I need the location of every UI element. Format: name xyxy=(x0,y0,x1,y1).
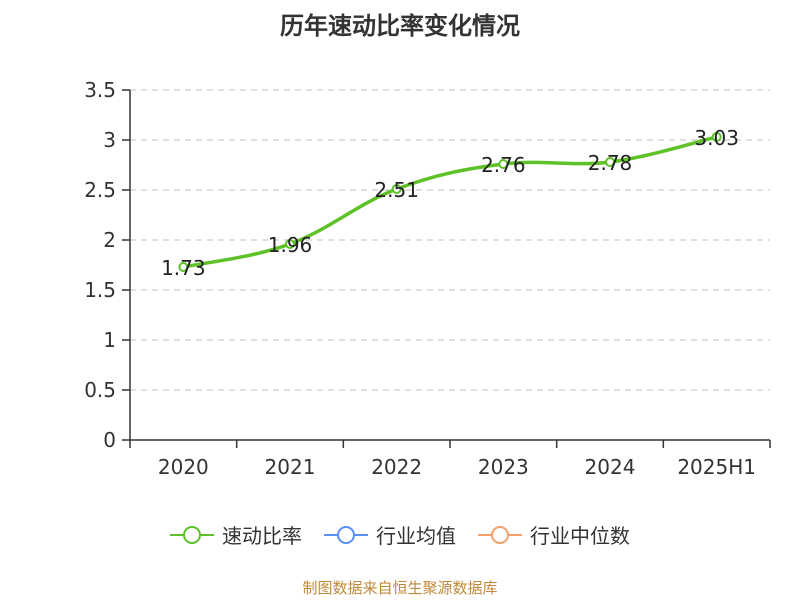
y-tick-label: 0 xyxy=(103,428,116,452)
y-tick-label: 1 xyxy=(103,328,116,352)
y-tick-label: 2.5 xyxy=(84,178,116,202)
legend-label-0: 速动比率 xyxy=(222,524,302,548)
series-line-0 xyxy=(182,135,718,269)
data-point[interactable] xyxy=(391,184,402,194)
legend: 速动比率 行业均值 行业中位数 xyxy=(0,520,800,549)
y-tick-label: 0.5 xyxy=(84,378,116,402)
series-layer xyxy=(178,132,722,272)
legend-marker-2 xyxy=(478,525,522,544)
legend-item-series-2[interactable]: 行业中位数 xyxy=(478,520,630,549)
axes xyxy=(129,90,770,441)
source-note: 制图数据来自恒生聚源数据库 xyxy=(302,579,498,597)
chart-title: 历年速动比率变化情况 xyxy=(280,12,520,40)
data-label: 3.03 xyxy=(694,126,739,150)
x-tick-label: 2024 xyxy=(585,455,636,479)
data-point[interactable] xyxy=(711,132,722,142)
data-point[interactable] xyxy=(498,159,509,169)
x-tick-label: 2023 xyxy=(478,455,529,479)
data-label: 2.51 xyxy=(374,178,419,202)
legend-item-series-0[interactable]: 速动比率 xyxy=(170,520,302,549)
legend-item-series-1[interactable]: 行业均值 xyxy=(324,520,456,549)
data-label: 2.76 xyxy=(481,153,526,177)
legend-label-2: 行业中位数 xyxy=(530,524,630,548)
data-label: 2.78 xyxy=(588,151,633,175)
y-axis-ticks: 0 0.5 1 1.5 2 2.5 3 3.5 xyxy=(84,78,130,452)
y-tick-label: 2 xyxy=(103,228,116,252)
x-axis-ticks: 2020 2021 2022 2023 2024 2025H1 xyxy=(129,440,771,479)
data-point[interactable] xyxy=(285,239,295,249)
data-label: 1.96 xyxy=(268,233,313,257)
data-labels: 1.73 1.96 2.51 2.76 2.78 3.03 xyxy=(161,126,739,280)
data-point[interactable] xyxy=(178,262,189,272)
data-point[interactable] xyxy=(605,157,615,167)
x-tick-label: 2020 xyxy=(158,455,209,479)
legend-marker-1 xyxy=(324,525,368,544)
legend-marker-0 xyxy=(170,525,214,544)
y-tick-label: 3.5 xyxy=(84,78,116,102)
x-tick-label: 2021 xyxy=(265,455,316,479)
grid-lines xyxy=(130,89,770,391)
x-tick-label: 2022 xyxy=(371,455,422,479)
y-tick-label: 3 xyxy=(103,128,116,152)
x-tick-label: 2025H1 xyxy=(677,455,756,479)
legend-label-1: 行业均值 xyxy=(376,524,456,548)
data-label: 1.73 xyxy=(161,256,206,280)
y-tick-label: 1.5 xyxy=(84,278,116,302)
